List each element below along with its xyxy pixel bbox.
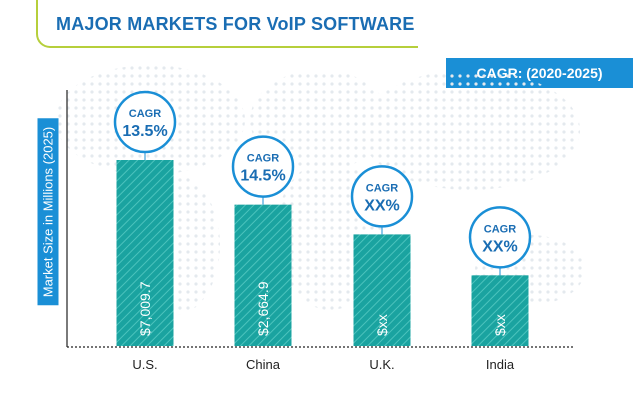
cagr-value: 14.5% <box>240 168 285 185</box>
x-tick-label: China <box>246 357 281 372</box>
cagr-bubble: CAGR 14.5% <box>231 135 295 205</box>
x-ticks-group: U.S. China U.K. India <box>132 357 515 372</box>
cagr-bubble-circle <box>350 165 414 228</box>
bar-value-label: $xx <box>492 314 508 336</box>
bar-us <box>116 160 174 346</box>
cagr-label: CAGR <box>366 182 398 194</box>
cagr-bubble-circle <box>468 206 532 269</box>
cagr-bubble: CAGR 13.5% <box>113 90 177 160</box>
bars-group: $7,009.7 $2,664.9 $xx $xx <box>116 160 529 346</box>
bar-india <box>471 275 529 346</box>
cagr-value: 13.5% <box>122 123 167 140</box>
x-tick-label: U.S. <box>132 357 157 372</box>
cagr-bubble: CAGR XX% <box>468 206 532 276</box>
title-frame <box>36 0 418 48</box>
bar-value-label: $xx <box>374 314 390 336</box>
page-title: MAJOR MARKETS FOR VoIP SOFTWARE <box>56 14 415 34</box>
bar-uk <box>353 234 411 346</box>
cagr-value: XX% <box>364 197 400 214</box>
bar-value-label: $2,664.9 <box>255 281 271 336</box>
x-tick-label: U.K. <box>369 357 394 372</box>
bar-value-label: $7,009.7 <box>137 281 153 336</box>
cagr-label: CAGR <box>484 223 516 235</box>
cagr-bubble-circle <box>113 90 177 154</box>
cagr-bubbles-group: CAGR 13.5% CAGR 14.5% CAGR XX% CAGR XX% <box>113 90 532 276</box>
cagr-bubble-circle <box>231 135 295 198</box>
cagr-bubble: CAGR XX% <box>350 165 414 235</box>
bar-china <box>234 204 292 346</box>
cagr-value: XX% <box>482 238 518 255</box>
cagr-label: CAGR <box>129 108 161 120</box>
x-tick-label: India <box>486 357 515 372</box>
cagr-label: CAGR <box>247 153 279 165</box>
